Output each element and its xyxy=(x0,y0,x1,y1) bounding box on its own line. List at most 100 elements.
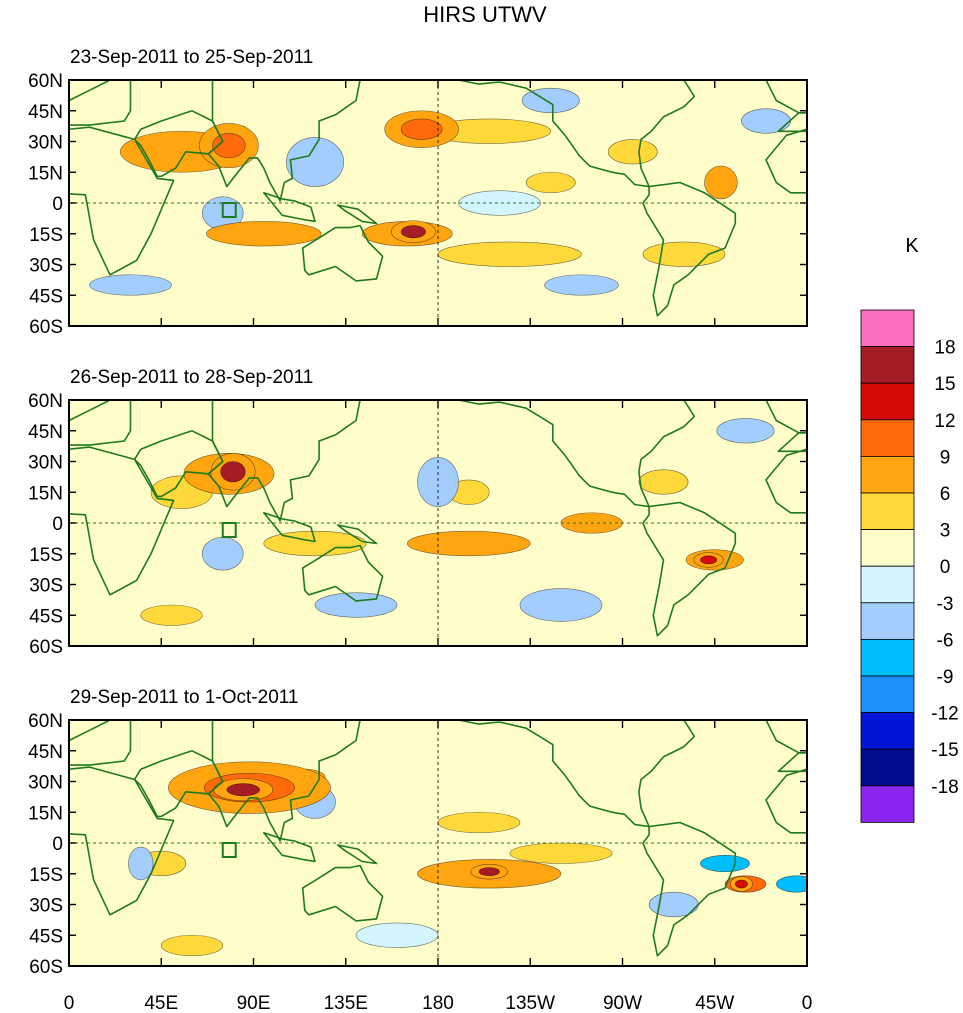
y-tick-label: 45N xyxy=(28,422,63,443)
coastline xyxy=(457,400,696,508)
y-tick-label: 0 xyxy=(52,514,63,535)
anomaly-region xyxy=(544,274,619,296)
y-tick-label: 45N xyxy=(28,102,63,123)
coastline xyxy=(777,431,807,453)
coastline xyxy=(336,524,378,545)
anomaly-region xyxy=(314,592,398,618)
anomaly-region xyxy=(734,879,748,889)
coastline xyxy=(207,80,361,202)
anomaly-region xyxy=(89,274,172,296)
map-panel: 29-Sep-2011 to 1-Oct-2011 60N 45N 30N 15N 0 1… xyxy=(28,687,808,978)
anomaly-region xyxy=(716,418,775,444)
y-tick-label: 15S xyxy=(29,545,63,566)
region-box xyxy=(221,202,237,218)
anomaly-region xyxy=(160,934,224,957)
y-tick-label: 45S xyxy=(29,606,63,627)
anomaly-region xyxy=(741,108,791,134)
y-tick-label: 60S xyxy=(29,957,63,978)
colorbar-label: -12 xyxy=(931,704,958,725)
coastline xyxy=(133,749,224,818)
coastline xyxy=(262,831,316,863)
colorbar-label: 0 xyxy=(940,557,951,578)
anomaly-region xyxy=(648,891,699,918)
y-tick-label: 15N xyxy=(28,163,63,184)
y-tick-label: 30S xyxy=(29,256,63,277)
y-tick-label: 15N xyxy=(28,803,63,824)
y-tick-label: 45S xyxy=(29,286,63,307)
x-axis: 0 45E 90E 135E 180 135W 90W 45W 0 xyxy=(64,993,813,1013)
x-tick-label: 90W xyxy=(603,993,642,1013)
anomaly-region xyxy=(509,842,613,864)
x-tick-label: 180 xyxy=(422,993,454,1013)
coastline xyxy=(69,400,132,446)
colorbar-swatch xyxy=(860,785,915,823)
x-tick-label: 135E xyxy=(324,993,368,1013)
y-tick-label: 60S xyxy=(29,637,63,658)
y-tick-label: 45N xyxy=(28,742,63,763)
anomaly-region xyxy=(437,811,521,834)
y-tick-label: 0 xyxy=(52,194,63,215)
anomaly-region xyxy=(704,165,738,200)
colorbar-swatch xyxy=(860,309,915,347)
colorbar-swatch xyxy=(860,382,915,421)
coastline xyxy=(336,204,378,225)
colorbar-label: 3 xyxy=(940,521,951,542)
colorbar-label: 12 xyxy=(934,411,955,432)
coastline xyxy=(336,844,378,865)
anomaly-region xyxy=(638,469,689,495)
colorbar-label: 18 xyxy=(934,338,955,359)
units-label: K xyxy=(905,235,919,257)
colorbar-swatch xyxy=(860,639,915,677)
y-tick-label: 0 xyxy=(52,834,63,855)
colorbar-label: -6 xyxy=(937,630,954,651)
coastline xyxy=(69,446,175,596)
colorbar-swatch xyxy=(860,565,915,604)
colorbar-label: -18 xyxy=(931,777,958,798)
coastline xyxy=(642,181,737,317)
anomaly-region xyxy=(201,537,244,571)
anomaly-region xyxy=(775,875,807,893)
colorbar-label: -15 xyxy=(931,740,958,761)
coastline xyxy=(765,448,807,514)
y-tick-label: 60N xyxy=(28,71,63,92)
coastline xyxy=(642,501,737,637)
coastline xyxy=(301,224,384,282)
y-tick-label: 45S xyxy=(29,926,63,947)
anomaly-region xyxy=(525,171,576,194)
colorbar-swatch xyxy=(860,455,915,494)
coastline xyxy=(457,720,696,828)
coastline xyxy=(262,511,316,543)
colorbar-swatch xyxy=(860,346,915,384)
panel-title: 26-Sep-2011 to 28-Sep-2011 xyxy=(70,367,313,388)
coastline xyxy=(777,751,807,773)
coastline xyxy=(133,110,224,178)
colorbar-swatch xyxy=(860,529,915,567)
anomaly-region xyxy=(700,555,718,565)
anomaly-region xyxy=(519,588,603,622)
coastline xyxy=(301,864,384,922)
panel-title: 23-Sep-2011 to 25-Sep-2011 xyxy=(70,47,313,68)
y-tick-label: 30N xyxy=(28,453,63,474)
y-tick-label: 30N xyxy=(28,773,63,794)
anomaly-region xyxy=(206,221,322,247)
anomaly-region xyxy=(400,118,443,140)
colorbar: K 18 15 12 9 6 3 0 -3 -6 -9 -12 -15 -18 xyxy=(860,235,959,823)
colorbar-label: -3 xyxy=(937,594,954,615)
colorbar-label: 9 xyxy=(940,447,951,468)
colorbar-swatch xyxy=(860,492,915,530)
coastline xyxy=(69,126,175,276)
coastline xyxy=(133,429,224,498)
y-tick-label: 15N xyxy=(28,483,63,504)
coastline xyxy=(765,768,807,834)
anomaly-region xyxy=(437,241,582,267)
anomaly-region xyxy=(700,854,750,872)
x-tick-label: 135W xyxy=(505,993,555,1013)
y-tick-label: 60N xyxy=(28,391,63,412)
anomaly-region xyxy=(226,783,260,797)
coastline xyxy=(777,112,807,133)
map-panel: 23-Sep-2011 to 25-Sep-2011 60N 45N 30N 15N 0… xyxy=(28,47,808,338)
anomaly-region xyxy=(400,225,427,239)
coastline xyxy=(69,766,175,916)
coastline xyxy=(69,720,132,766)
